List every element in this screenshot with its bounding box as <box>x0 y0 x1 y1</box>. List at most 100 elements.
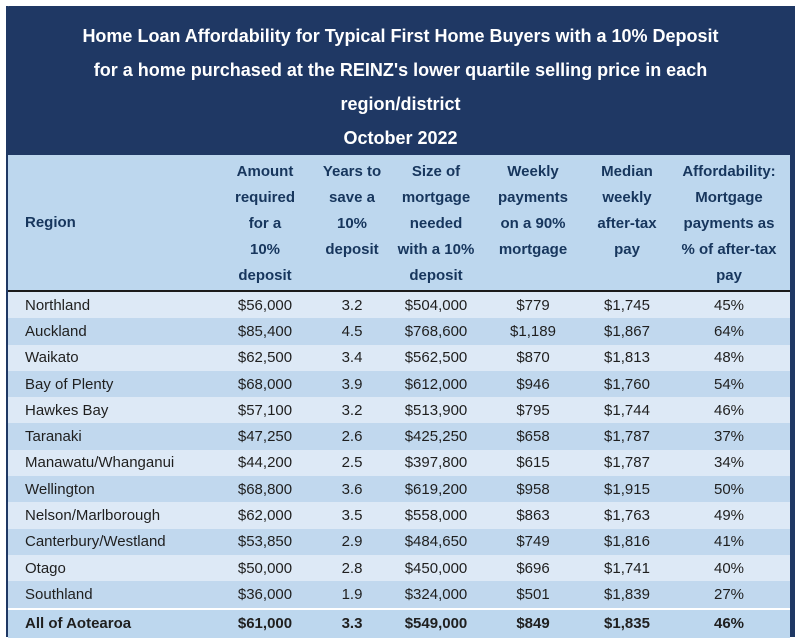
value-cell-amount: $56,000 <box>218 291 312 319</box>
value-cell-years: 3.4 <box>312 344 392 371</box>
value-cell-mortgage: $549,000 <box>392 607 480 638</box>
column-header-years-to-save: Years to save a 10% deposit <box>312 155 392 292</box>
value-cell-median-pay: $1,741 <box>586 554 668 582</box>
value-cell-median-pay: $1,744 <box>586 397 668 424</box>
value-cell-amount: $47,250 <box>218 423 312 450</box>
value-cell-years: 2.9 <box>312 528 392 555</box>
value-cell-mortgage: $397,800 <box>392 449 480 477</box>
table-row: Bay of Plenty $68,000 3.9 $612,000 $946 … <box>8 370 790 398</box>
table-row: Auckland $85,400 4.5 $768,600 $1,189 $1,… <box>8 318 790 345</box>
value-cell-median-pay: $1,787 <box>586 449 668 477</box>
value-cell-median-pay: $1,813 <box>586 344 668 371</box>
table-row: Otago $50,000 2.8 $450,000 $696 $1,741 4… <box>8 554 790 582</box>
value-cell-amount: $62,500 <box>218 344 312 371</box>
value-cell-median-pay: $1,745 <box>586 291 668 319</box>
table-body: Northland $56,000 3.2 $504,000 $779 $1,7… <box>8 291 790 609</box>
value-cell-affordability: 46% <box>668 397 790 424</box>
value-cell-affordability: 34% <box>668 449 790 477</box>
region-cell: Otago <box>8 554 218 582</box>
table-row: Waikato $62,500 3.4 $562,500 $870 $1,813… <box>8 344 790 371</box>
value-cell-years: 2.8 <box>312 554 392 582</box>
value-cell-median-pay: $1,835 <box>586 607 668 638</box>
value-cell-years: 1.9 <box>312 581 392 609</box>
title-line-3: region/district <box>340 94 461 114</box>
value-cell-amount: $53,850 <box>218 528 312 555</box>
value-cell-amount: $62,000 <box>218 502 312 529</box>
value-cell-years: 3.6 <box>312 476 392 503</box>
value-cell-weekly: $849 <box>480 607 586 638</box>
title-line-2: for a home purchased at the REINZ's lowe… <box>93 60 708 80</box>
table-row: Taranaki $47,250 2.6 $425,250 $658 $1,78… <box>8 423 790 450</box>
value-cell-weekly: $946 <box>480 370 586 398</box>
value-cell-years: 2.6 <box>312 423 392 450</box>
region-cell: Hawkes Bay <box>8 397 218 424</box>
value-cell-median-pay: $1,787 <box>586 423 668 450</box>
value-cell-affordability: 27% <box>668 581 790 609</box>
value-cell-amount: $61,000 <box>218 607 312 638</box>
column-header-region: Region <box>8 155 218 292</box>
value-cell-affordability: 46% <box>668 607 790 638</box>
table-row: Manawatu/Whanganui $44,200 2.5 $397,800 … <box>8 449 790 477</box>
column-header-weekly-payments: Weekly payments on a 90% mortgage <box>480 155 586 292</box>
value-cell-years: 3.9 <box>312 370 392 398</box>
value-cell-weekly: $696 <box>480 554 586 582</box>
value-cell-amount: $68,000 <box>218 370 312 398</box>
value-cell-years: 4.5 <box>312 318 392 345</box>
region-cell: All of Aotearoa <box>8 607 218 638</box>
value-cell-median-pay: $1,867 <box>586 318 668 345</box>
value-cell-median-pay: $1,763 <box>586 502 668 529</box>
value-cell-mortgage: $484,650 <box>392 528 480 555</box>
region-cell: Waikato <box>8 344 218 371</box>
table-row: Northland $56,000 3.2 $504,000 $779 $1,7… <box>8 291 790 319</box>
region-cell: Manawatu/Whanganui <box>8 449 218 477</box>
value-cell-weekly: $863 <box>480 502 586 529</box>
column-header-amount-required: Amount required for a 10% deposit <box>218 155 312 292</box>
value-cell-weekly: $870 <box>480 344 586 371</box>
value-cell-affordability: 49% <box>668 502 790 529</box>
table-row: Wellington $68,800 3.6 $619,200 $958 $1,… <box>8 476 790 503</box>
region-cell: Taranaki <box>8 423 218 450</box>
value-cell-mortgage: $425,250 <box>392 423 480 450</box>
value-cell-mortgage: $619,200 <box>392 476 480 503</box>
value-cell-affordability: 50% <box>668 476 790 503</box>
value-cell-amount: $85,400 <box>218 318 312 345</box>
region-cell: Southland <box>8 581 218 609</box>
value-cell-mortgage: $324,000 <box>392 581 480 609</box>
value-cell-affordability: 41% <box>668 528 790 555</box>
value-cell-weekly: $779 <box>480 291 586 319</box>
value-cell-median-pay: $1,816 <box>586 528 668 555</box>
region-cell: Bay of Plenty <box>8 370 218 398</box>
value-cell-years: 3.3 <box>312 607 392 638</box>
value-cell-weekly: $658 <box>480 423 586 450</box>
value-cell-median-pay: $1,915 <box>586 476 668 503</box>
value-cell-weekly: $1,189 <box>480 318 586 345</box>
value-cell-median-pay: $1,760 <box>586 370 668 398</box>
value-cell-mortgage: $612,000 <box>392 370 480 398</box>
value-cell-affordability: 37% <box>668 423 790 450</box>
value-cell-median-pay: $1,839 <box>586 581 668 609</box>
header-row: Region Amount required for a 10% deposit… <box>8 155 790 292</box>
affordability-table-frame: Home Loan Affordability for Typical Firs… <box>6 6 795 638</box>
title-line-1: Home Loan Affordability for Typical Firs… <box>82 26 719 46</box>
table-row: Southland $36,000 1.9 $324,000 $501 $1,8… <box>8 581 790 609</box>
region-cell: Nelson/Marlborough <box>8 502 218 529</box>
region-cell: Wellington <box>8 476 218 503</box>
value-cell-years: 3.5 <box>312 502 392 529</box>
table-title: Home Loan Affordability for Typical Firs… <box>6 6 795 155</box>
value-cell-mortgage: $513,900 <box>392 397 480 424</box>
column-header-affordability: Affordability: Mortgage payments as % of… <box>668 155 790 292</box>
value-cell-amount: $57,100 <box>218 397 312 424</box>
value-cell-years: 3.2 <box>312 291 392 319</box>
affordability-table: Region Amount required for a 10% deposit… <box>8 155 790 638</box>
value-cell-amount: $36,000 <box>218 581 312 609</box>
value-cell-weekly: $501 <box>480 581 586 609</box>
value-cell-weekly: $615 <box>480 449 586 477</box>
column-header-mortgage-size: Size of mortgage needed with a 10% depos… <box>392 155 480 292</box>
region-cell: Northland <box>8 291 218 319</box>
value-cell-mortgage: $450,000 <box>392 554 480 582</box>
table-row: Nelson/Marlborough $62,000 3.5 $558,000 … <box>8 502 790 529</box>
table-row: Hawkes Bay $57,100 3.2 $513,900 $795 $1,… <box>8 397 790 424</box>
value-cell-affordability: 40% <box>668 554 790 582</box>
value-cell-weekly: $749 <box>480 528 586 555</box>
value-cell-affordability: 45% <box>668 291 790 319</box>
